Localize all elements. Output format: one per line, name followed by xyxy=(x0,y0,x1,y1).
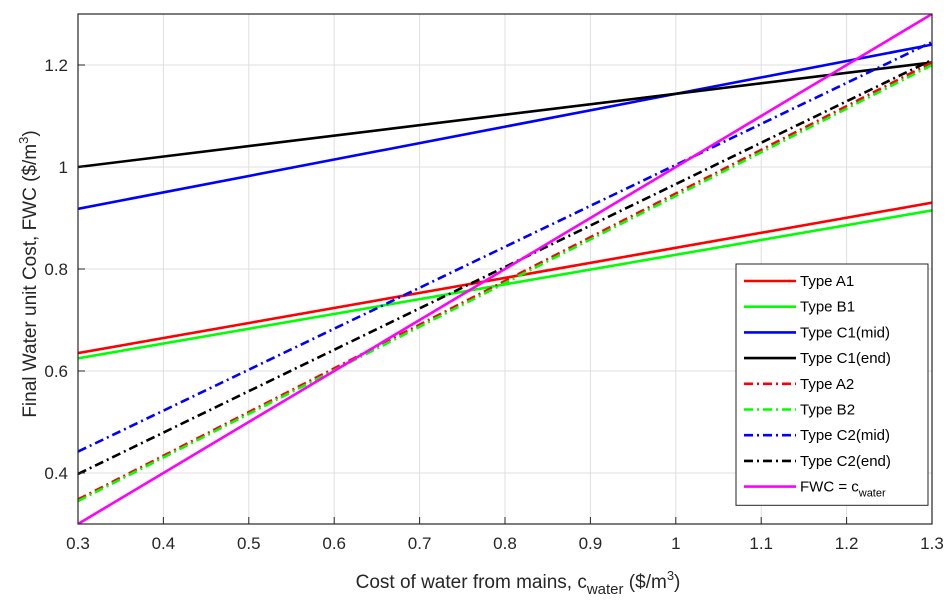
x-tick-label: 0.6 xyxy=(322,534,346,553)
legend-label-4: Type C1(end) xyxy=(800,350,891,367)
x-axis-label: Cost of water from mains, cwater ($/m3) xyxy=(356,568,681,598)
legend-label-6: Type B2 xyxy=(800,402,855,419)
y-axis-label: Final Water unit Cost, FWC ($/m3) xyxy=(16,130,41,417)
legend: Type A1 Type B1 Type C1(mid) Type C1(end) Ty… xyxy=(735,263,929,506)
series-line-6 xyxy=(78,63,932,503)
x-tick-label: 1.2 xyxy=(835,534,859,553)
x-tick-label: 0.3 xyxy=(66,534,90,553)
series-line-9 xyxy=(78,14,932,524)
y-tick-label: 1.2 xyxy=(44,56,68,75)
x-tick-label: 0.7 xyxy=(408,534,432,553)
series-line-5 xyxy=(78,61,932,501)
legend-label-3: Type C1(mid) xyxy=(800,324,890,341)
legend-label-5: Type A2 xyxy=(800,376,854,393)
legend-label-2: Type B1 xyxy=(800,299,855,316)
legend-label-7: Type C2(mid) xyxy=(800,427,890,444)
y-tick-label: 0.8 xyxy=(44,260,68,279)
y-axis-ticks: 0.4 0.6 0.8 1 1.2 xyxy=(44,56,85,483)
legend-label-8: Type C2(end) xyxy=(800,453,891,470)
y-tick-label: 0.4 xyxy=(44,464,68,483)
series-layer xyxy=(78,14,932,524)
x-tick-label: 1 xyxy=(671,534,680,553)
x-tick-label: 1.3 xyxy=(920,534,944,553)
series-line-8 xyxy=(78,58,932,476)
x-tick-label: 0.8 xyxy=(493,534,517,553)
series-line-1 xyxy=(78,201,932,355)
series-line-3 xyxy=(78,43,932,211)
x-axis-ticks: 0.3 0.4 0.5 0.6 0.7 0.8 0.9 1 1.1 1.2 1.3 xyxy=(66,517,944,553)
x-tick-label: 0.9 xyxy=(579,534,603,553)
y-tick-label: 0.6 xyxy=(44,362,68,381)
x-tick-label: 0.5 xyxy=(237,534,261,553)
x-tick-label: 0.4 xyxy=(152,534,176,553)
legend-label-9: FWC = cwater xyxy=(800,479,886,500)
x-tick-label: 1.1 xyxy=(749,534,773,553)
series-line-4 xyxy=(78,61,932,169)
y-tick-label: 1 xyxy=(59,158,68,177)
series-line-7 xyxy=(78,40,932,453)
legend-label-1: Type A1 xyxy=(800,273,854,290)
